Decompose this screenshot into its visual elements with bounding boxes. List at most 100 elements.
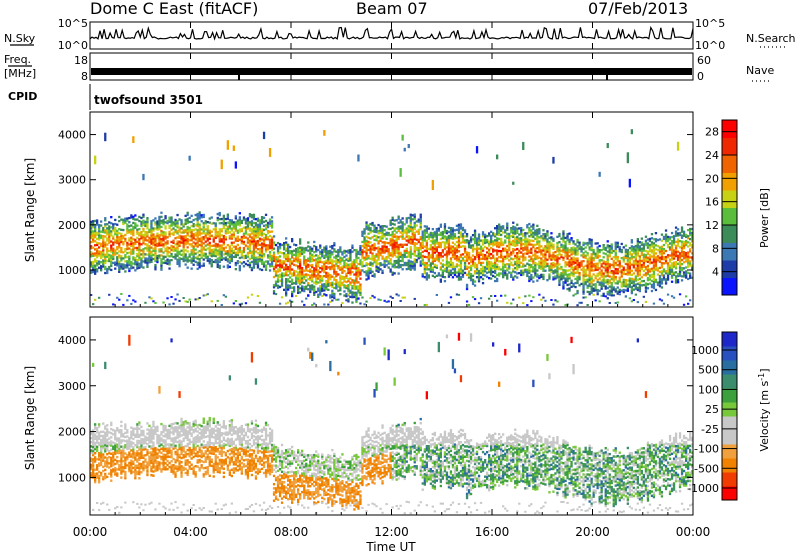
- echo-cell: [630, 239, 633, 242]
- echo-cell: [138, 240, 141, 243]
- echo-cell: [102, 249, 105, 252]
- echo-cell: [333, 268, 336, 271]
- echo-cell: [176, 213, 179, 217]
- echo-cell: [248, 213, 252, 216]
- echo-cell: [260, 220, 264, 223]
- echo-cell: [262, 245, 266, 248]
- echo-cell: [602, 278, 605, 281]
- echo-cell: [461, 271, 465, 274]
- echo-cell: [186, 300, 189, 303]
- echo-cell: [532, 254, 535, 257]
- echo-cell: [287, 286, 290, 289]
- echo-cell: [415, 260, 418, 264]
- echo-cell: [196, 298, 199, 301]
- echo-cell: [355, 277, 358, 280]
- echo-cell: [347, 251, 350, 254]
- echo-cell: [264, 264, 268, 267]
- echo-cell: [128, 221, 131, 224]
- echo-cell: [309, 264, 312, 267]
- echo-cell: [90, 245, 93, 248]
- echo-cell: [351, 266, 354, 270]
- echo-cell: [431, 252, 434, 255]
- echo-cell: [315, 268, 318, 271]
- echo-cell: [620, 273, 623, 276]
- echo-cell: [548, 240, 551, 244]
- echo-cell: [363, 250, 366, 253]
- echo-cell: [664, 249, 668, 253]
- echo-cell: [256, 217, 260, 220]
- echo-cell: [176, 220, 179, 223]
- echo-cell: [481, 233, 485, 236]
- echo-cell: [391, 249, 394, 252]
- echo-cell: [401, 227, 404, 230]
- echo-cell: [652, 282, 656, 286]
- echo-cell: [546, 246, 549, 249]
- echo-cell: [546, 258, 549, 261]
- echo-cell: [506, 251, 509, 254]
- echo-cell: [353, 263, 356, 266]
- echo-cell: [632, 288, 635, 291]
- echo-cell: [431, 270, 434, 273]
- echo-cell: [526, 242, 529, 245]
- echo-cell: [299, 250, 302, 253]
- echo-cell: [532, 233, 535, 236]
- echo-cell: [588, 293, 591, 296]
- echo-cell: [600, 283, 603, 286]
- echo-cell: [311, 280, 314, 283]
- echo-cell: [228, 235, 231, 238]
- echo-cell: [341, 302, 344, 305]
- echo-cell: [283, 260, 286, 263]
- echo-cell: [455, 265, 459, 268]
- echo-cell: [142, 242, 145, 245]
- echo-cell: [228, 237, 231, 240]
- echo-cell: [417, 230, 420, 233]
- echo-cell: [138, 256, 141, 259]
- echo-cell: [461, 226, 465, 230]
- echo-cell: [218, 254, 221, 257]
- echo-cell: [463, 267, 467, 271]
- echo-cell: [433, 245, 436, 248]
- echo-cell: [345, 274, 348, 277]
- echo-cell: [218, 230, 221, 233]
- echo-cell: [421, 260, 424, 264]
- echo-cell: [230, 227, 233, 230]
- echo-cell: [192, 235, 195, 238]
- echo-cell: [441, 263, 444, 266]
- echo-cell: [333, 282, 336, 285]
- echo-cell: [516, 227, 519, 230]
- echo-cell: [242, 240, 246, 244]
- echo-cell: [331, 289, 334, 292]
- echo-cell: [465, 253, 469, 256]
- echo-cell: [628, 178, 631, 188]
- echo-cell: [415, 242, 418, 245]
- echo-cell: [664, 261, 668, 265]
- echo-cell: [329, 300, 332, 303]
- echo-cell: [138, 246, 141, 249]
- echo-cell: [373, 261, 376, 264]
- echo-cell: [218, 250, 221, 253]
- echo-cell: [260, 238, 264, 241]
- echo-cell: [150, 242, 153, 245]
- echo-cell: [461, 273, 465, 276]
- echo-cell: [427, 233, 430, 236]
- echo-cell: [301, 300, 304, 303]
- echo-cell: [176, 222, 179, 225]
- echo-cell: [270, 264, 274, 268]
- echo-cell: [395, 219, 398, 222]
- echo-cell: [556, 272, 559, 275]
- echo-cell: [172, 221, 175, 224]
- echo-cell: [291, 240, 294, 243]
- echo-cell: [620, 275, 623, 278]
- echo-cell: [365, 256, 368, 259]
- echo-cell: [373, 255, 376, 258]
- echo-cell: [222, 249, 225, 252]
- echo-cell: [413, 225, 416, 228]
- echo-cell: [156, 234, 159, 237]
- echo-cell: [419, 254, 422, 257]
- echo-cell: [510, 302, 513, 305]
- echo-cell: [498, 274, 501, 277]
- echo-cell: [144, 253, 147, 256]
- echo-cell: [496, 277, 499, 281]
- echo-cell: [196, 257, 199, 260]
- echo-cell: [317, 287, 320, 290]
